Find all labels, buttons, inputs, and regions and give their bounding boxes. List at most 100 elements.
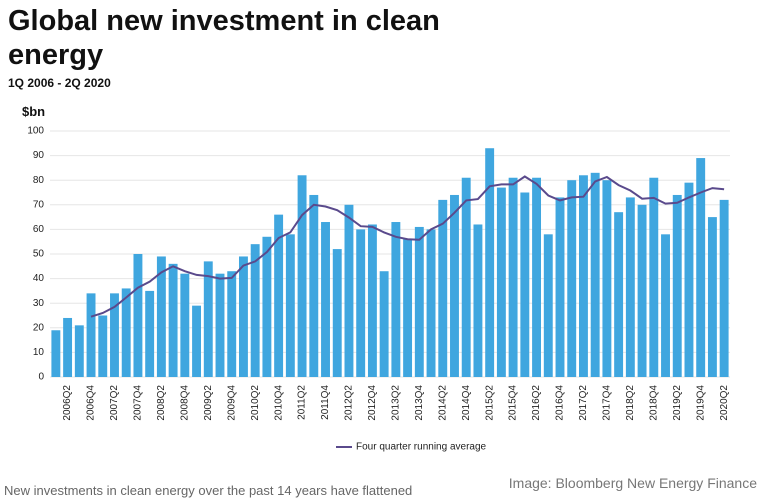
x-tick-label: 2018Q2 — [625, 385, 636, 421]
x-tick-label: 2016Q2 — [531, 385, 542, 421]
x-tick-label: 2015Q2 — [484, 385, 495, 421]
bar — [590, 172, 600, 377]
chart: 0 10 20 30 40 50 60 70 80 90 100 2006Q2 2006Q4 2007Q2… — [27, 126, 730, 453]
y-tick-label: 20 — [33, 322, 45, 333]
bar — [543, 234, 553, 377]
bar — [391, 222, 401, 377]
bar — [203, 261, 213, 377]
bar — [344, 204, 354, 377]
bar — [649, 177, 659, 377]
x-tick-label: 2009Q4 — [226, 385, 237, 421]
y-tick-label: 0 — [38, 372, 44, 383]
credit: Image: Bloomberg New Energy Finance — [508, 475, 757, 491]
y-tick-label: 60 — [33, 224, 45, 235]
bar — [625, 197, 635, 377]
bar — [356, 229, 366, 377]
bar — [578, 175, 588, 377]
x-tick-label: 2010Q4 — [273, 385, 284, 421]
bar — [461, 177, 471, 377]
bar — [285, 234, 295, 377]
x-tick-label: 2008Q2 — [156, 385, 167, 421]
bar — [637, 204, 647, 377]
y-tick-label: 90 — [33, 150, 45, 161]
bar — [145, 290, 155, 377]
caption: New investments in clean energy over the… — [4, 483, 413, 498]
y-axis-label: $bn — [22, 104, 46, 119]
bar — [121, 288, 131, 377]
bar — [532, 177, 542, 377]
bar — [508, 177, 518, 377]
bar — [74, 325, 84, 377]
bar — [309, 194, 319, 377]
bar — [450, 194, 459, 377]
x-tick-label: 2011Q4 — [320, 385, 331, 420]
bar — [297, 175, 307, 377]
bar — [332, 249, 342, 377]
bar — [168, 263, 178, 377]
bar — [379, 271, 389, 377]
bar — [684, 182, 694, 377]
x-tick-label: 2019Q2 — [672, 385, 683, 421]
bar — [661, 234, 670, 377]
x-tick-label: 2011Q2 — [297, 385, 308, 420]
bar — [110, 293, 119, 377]
bar — [51, 330, 61, 377]
x-tick-label: 2009Q2 — [203, 385, 214, 421]
y-tick-label: 10 — [33, 347, 45, 358]
x-tick-label: 2016Q4 — [555, 385, 566, 421]
bar — [274, 214, 284, 377]
bar — [250, 244, 260, 377]
bar — [426, 229, 436, 377]
y-tick-label: 40 — [33, 273, 45, 284]
x-tick-label: 2014Q2 — [437, 385, 448, 421]
x-tick-label: 2012Q2 — [344, 385, 355, 421]
x-tick-label: 2015Q4 — [508, 385, 519, 421]
bar — [98, 315, 108, 377]
bar — [86, 293, 96, 377]
running-average-line — [90, 175, 725, 318]
legend-label: Four quarter running average — [356, 442, 487, 453]
bar — [192, 305, 202, 377]
bar — [180, 273, 190, 377]
x-tick-label: 2007Q2 — [109, 385, 120, 421]
y-tick-label: 80 — [33, 175, 45, 186]
bar — [520, 192, 530, 377]
y-tick-label: 30 — [33, 298, 45, 309]
x-tick-label: 2018Q4 — [648, 385, 659, 421]
bar — [133, 254, 143, 377]
y-tick-label: 100 — [27, 126, 44, 137]
bar — [227, 271, 237, 377]
bar — [63, 317, 73, 377]
bar — [672, 194, 682, 377]
bar — [485, 148, 495, 377]
bar — [696, 158, 706, 377]
bar — [367, 224, 377, 377]
x-tick-label: 2013Q2 — [391, 385, 402, 421]
x-tick-label: 2019Q4 — [695, 385, 706, 421]
bar — [555, 197, 565, 377]
x-tick-label: 2014Q4 — [461, 385, 472, 421]
bar — [438, 199, 448, 377]
bar — [238, 256, 248, 377]
x-tick-label: 2017Q4 — [602, 385, 613, 421]
x-tick-label: 2006Q2 — [62, 385, 73, 421]
bar — [403, 239, 413, 377]
bar — [614, 212, 624, 377]
bar — [215, 273, 225, 377]
bar — [602, 180, 612, 377]
x-tick-label: 2013Q4 — [414, 385, 425, 421]
x-tick-label: 2010Q2 — [250, 385, 261, 421]
bar — [414, 226, 424, 377]
bar — [262, 236, 272, 377]
bar — [707, 217, 717, 377]
x-tick-label: 2008Q4 — [179, 385, 190, 421]
x-tick-label: 2006Q4 — [86, 385, 97, 421]
x-tick-label: 2017Q2 — [578, 385, 589, 421]
x-tick-label: 2007Q4 — [133, 385, 144, 421]
bar — [719, 199, 729, 377]
bar — [473, 224, 483, 377]
y-tick-label: 50 — [33, 249, 45, 260]
bar — [321, 222, 330, 377]
bar — [156, 256, 166, 377]
